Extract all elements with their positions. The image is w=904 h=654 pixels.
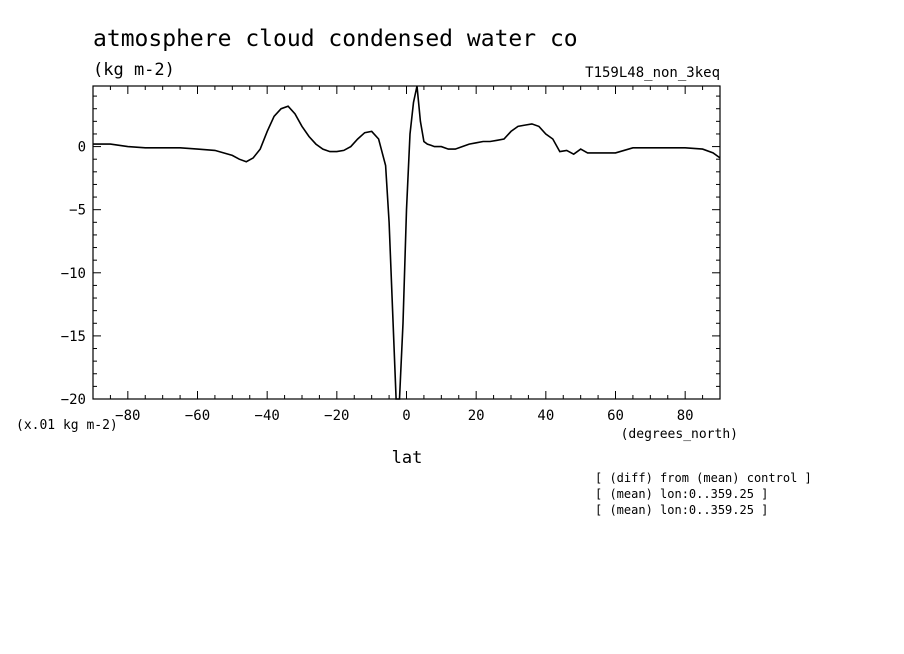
x-tick-label: 0: [402, 408, 410, 424]
y-tick-label: 0: [78, 140, 86, 156]
y-tick-label: −20: [61, 392, 86, 408]
note-line-2: [ (mean) lon:0..359.25 ]: [595, 487, 768, 501]
y-axis-label: (x.01 kg m-2): [16, 418, 118, 433]
x-axis-label: lat: [392, 448, 423, 468]
note-line-1: [ (diff) from (mean) control ]: [595, 471, 812, 485]
x-tick-label: 40: [537, 408, 554, 424]
note-line-3: [ (mean) lon:0..359.25 ]: [595, 503, 768, 517]
y-tick-label: −5: [69, 203, 86, 219]
x-tick-label: 80: [677, 408, 694, 424]
x-axis-units: (degrees_north): [621, 427, 738, 442]
plot-frame: [92, 85, 721, 400]
x-tick-label: −80: [115, 408, 140, 424]
chart-title: atmosphere cloud condensed water co: [93, 26, 578, 52]
chart-units: (kg m-2): [93, 60, 175, 80]
x-tick-label: −60: [185, 408, 210, 424]
experiment-label: T159L48_non_3keq: [585, 65, 720, 81]
x-tick-label: 60: [607, 408, 624, 424]
axis-tick-labels: −80 −60 −40 −20 0 20 40 60 80 0 −5 −10 −15 −20: [61, 140, 694, 424]
x-tick-label: −20: [324, 408, 349, 424]
axis-ticks: [92, 86, 721, 400]
y-tick-label: −15: [61, 329, 86, 345]
x-tick-label: −40: [255, 408, 280, 424]
data-series-line: [93, 85, 721, 400]
x-tick-label: 20: [468, 408, 485, 424]
y-tick-label: −10: [61, 266, 86, 282]
